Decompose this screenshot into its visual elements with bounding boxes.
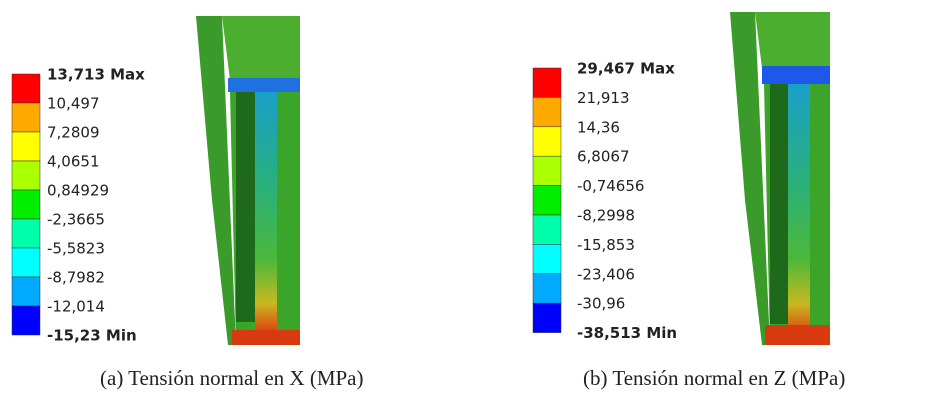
legend-label: 14,36 — [577, 118, 620, 136]
legend-label: -8,7982 — [47, 269, 105, 287]
legend-label: -2,3665 — [47, 211, 105, 229]
legend-band — [533, 97, 561, 126]
legend-band — [12, 161, 40, 190]
legend-label: -15,23 Min — [47, 327, 137, 345]
legend-label: -23,406 — [577, 265, 635, 283]
legend-label: 10,497 — [47, 95, 100, 113]
figure: (a) Tensión normal en X (MPa) (b) Tensió… — [0, 0, 946, 397]
legend-label: 6,8067 — [577, 148, 630, 166]
caption: (a) Tensión normal en X (MPa) — [100, 366, 364, 390]
legend-label: 29,467 Max — [577, 60, 675, 78]
legend-label: 4,0651 — [47, 153, 100, 171]
legend-label: 21,913 — [577, 89, 630, 107]
legend-band — [533, 215, 561, 244]
legend-band — [12, 248, 40, 277]
legend-label: -12,014 — [47, 298, 105, 316]
legend-band — [12, 74, 40, 103]
legend-band — [533, 274, 561, 303]
legend-band — [533, 68, 561, 97]
legend-label: 7,2809 — [47, 124, 100, 142]
legend-label: -8,2998 — [577, 207, 635, 225]
legend-band — [12, 277, 40, 306]
legend-label: -38,513 Min — [577, 324, 677, 342]
legend-label: 13,713 Max — [47, 66, 145, 84]
legend-band — [533, 156, 561, 185]
fea-model-a — [196, 16, 300, 345]
legend-band — [12, 306, 40, 335]
legend-label: 0,84929 — [47, 182, 109, 200]
legend-band — [12, 219, 40, 248]
legend-band — [12, 132, 40, 161]
legend-label: -15,853 — [577, 236, 635, 254]
legend-label: -0,74656 — [577, 177, 644, 195]
legend-band — [533, 303, 561, 332]
legend-band — [533, 186, 561, 215]
legend-band — [12, 190, 40, 219]
legend-label: -5,5823 — [47, 240, 105, 258]
caption: (b) Tensión normal en Z (MPa) — [583, 366, 845, 390]
legend-band — [533, 127, 561, 156]
legend-band — [12, 103, 40, 132]
legend-label: -30,96 — [577, 295, 625, 313]
legend-band — [533, 244, 561, 273]
fea-model-b — [730, 12, 830, 345]
